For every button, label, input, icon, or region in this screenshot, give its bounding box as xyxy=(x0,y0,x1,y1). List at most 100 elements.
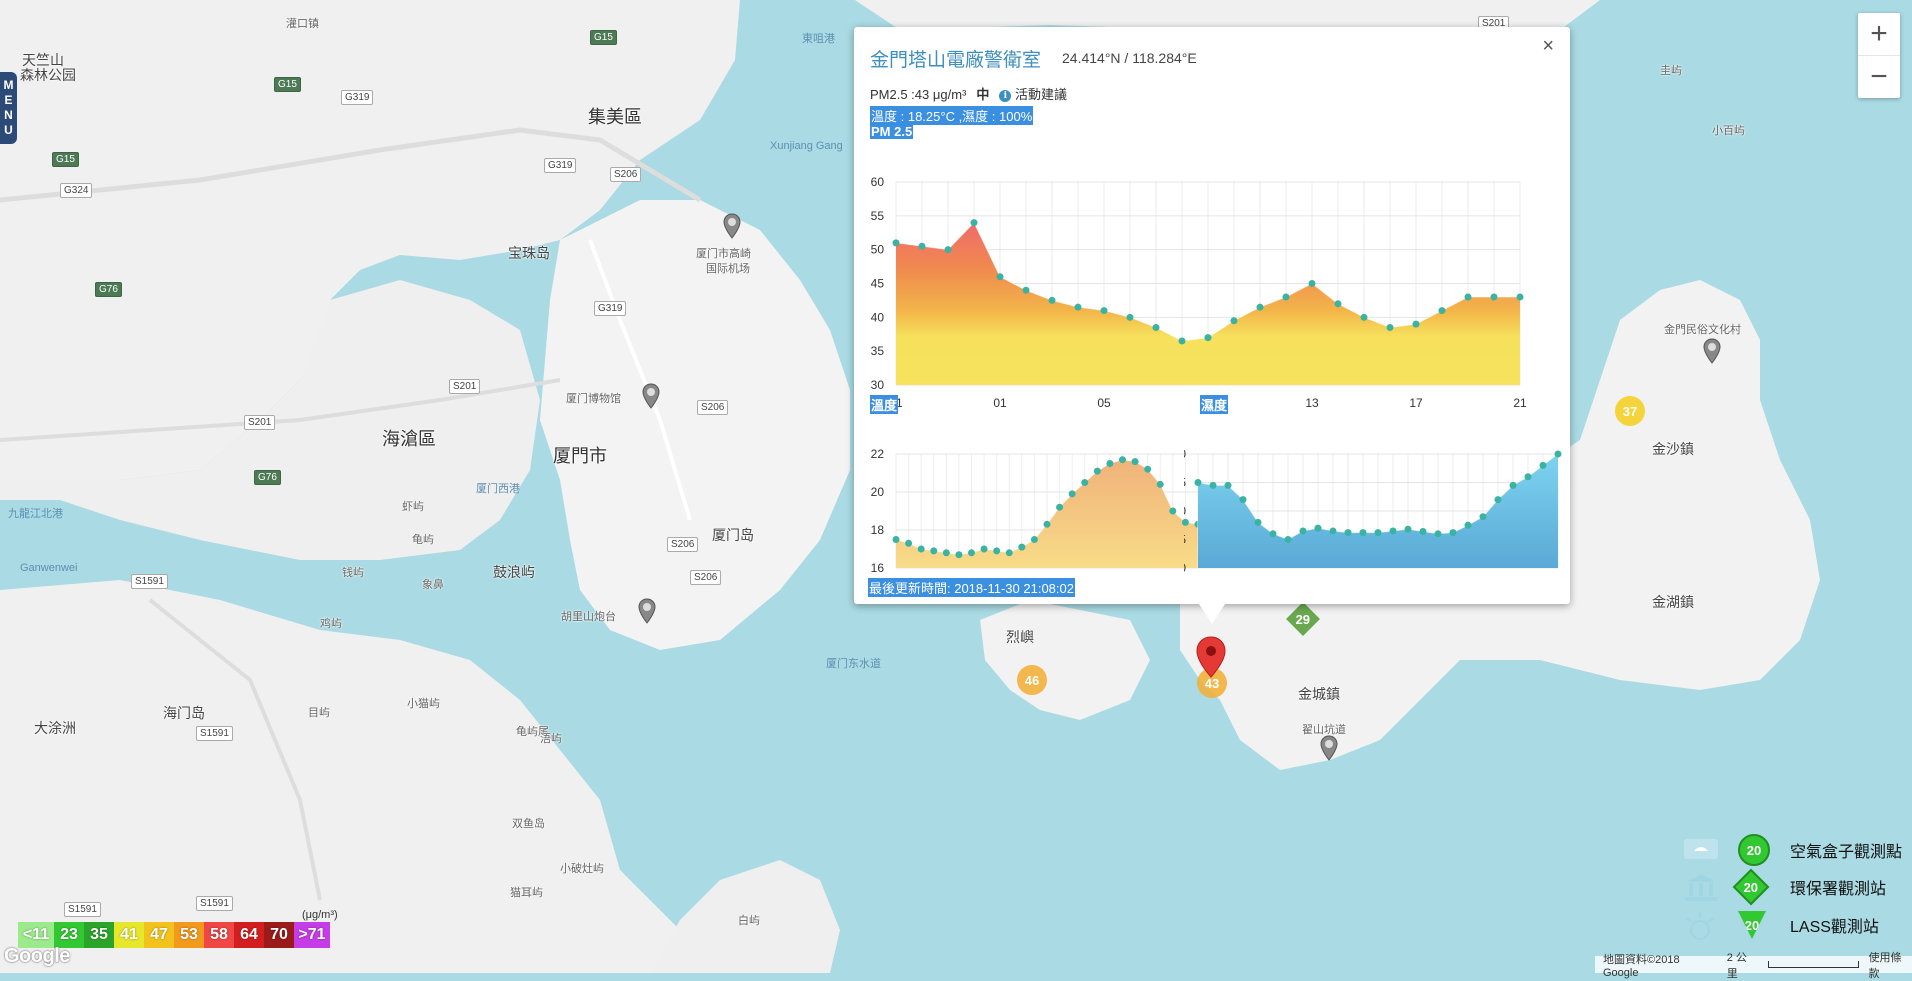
data-point xyxy=(1048,296,1056,304)
road-shield: G319 xyxy=(341,90,374,105)
data-point xyxy=(1464,521,1472,529)
station-pin-icon[interactable] xyxy=(1703,338,1721,364)
place-label: 目屿 xyxy=(308,707,330,719)
data-point xyxy=(1360,313,1368,321)
road-shield: S206 xyxy=(697,400,729,415)
road-shield: G15 xyxy=(590,30,617,45)
data-point xyxy=(1314,524,1322,532)
place-label: 厦门博物馆 xyxy=(566,393,621,405)
place-label: 宝珠岛 xyxy=(508,245,550,261)
y-tick-label: 95 xyxy=(1184,476,1186,490)
road-shield: S206 xyxy=(610,167,642,182)
terms-link[interactable]: 使用條款 xyxy=(1868,951,1902,980)
place-label: 龟屿 xyxy=(412,534,434,546)
place-label: 小百屿 xyxy=(1712,125,1745,137)
road-shield: S201 xyxy=(449,379,481,394)
road-shield: G319 xyxy=(594,301,627,316)
legend-marker: 20 xyxy=(1738,834,1770,866)
station-pin-icon[interactable] xyxy=(1320,735,1338,761)
place-label: 集美區 xyxy=(588,107,642,127)
scale-swatch: 41 xyxy=(114,922,144,948)
data-point xyxy=(1386,323,1394,331)
activity-advice-link[interactable]: i 活動建議 xyxy=(999,87,1067,102)
data-point xyxy=(1119,456,1126,464)
data-point xyxy=(1093,467,1101,475)
data-point xyxy=(1412,320,1420,328)
airbox-station-marker[interactable]: 46 xyxy=(1017,665,1047,695)
data-point xyxy=(1081,479,1089,486)
water-label: Ganwenwei xyxy=(20,562,78,574)
legend-marker: 20 xyxy=(1732,868,1770,906)
data-point xyxy=(955,551,963,559)
pm25-chart: 3035404550556021010509131721 xyxy=(871,175,1527,410)
road-shield: S201 xyxy=(244,415,276,430)
place-label: 翟山坑道 xyxy=(1302,724,1346,736)
station-pin-icon[interactable] xyxy=(638,598,656,624)
selected-location-marker-icon[interactable] xyxy=(1196,636,1226,678)
legend-row: 20 環保署觀測站 xyxy=(1680,868,1886,906)
zoom-divider xyxy=(1858,55,1900,56)
road-shield: G15 xyxy=(52,152,79,167)
data-point xyxy=(1043,520,1051,528)
legend-marker-value: 20 xyxy=(1746,842,1762,858)
data-point xyxy=(1329,527,1337,535)
water-label: 厦门东水道 xyxy=(826,658,881,670)
data-point xyxy=(1152,323,1160,331)
data-point xyxy=(1068,490,1076,498)
place-label: 灌口镇 xyxy=(286,18,319,30)
zoom-in-button[interactable]: + xyxy=(1870,17,1888,50)
data-point xyxy=(892,239,900,247)
y-tick-label: 22 xyxy=(871,447,885,461)
data-point xyxy=(980,545,988,553)
place-label: 小猫屿 xyxy=(407,698,440,710)
place-label: 厦門市 xyxy=(553,446,607,466)
airbox-station-marker[interactable]: 37 xyxy=(1615,396,1645,426)
legend-marker-value: 20 xyxy=(1743,879,1759,895)
menu-letter: N xyxy=(4,108,13,122)
place-label: 金湖鎮 xyxy=(1652,594,1694,610)
legend-row: 20 空氣盒子觀測點 xyxy=(1680,833,1902,867)
data-point xyxy=(1269,530,1277,538)
data-point xyxy=(1282,293,1290,301)
place-label: 烈嶼 xyxy=(1006,629,1034,645)
water-label: 東咀港 xyxy=(802,33,835,45)
data-point xyxy=(1494,496,1502,504)
epa-station-value: 29 xyxy=(1295,611,1311,627)
zoom-controls: + − xyxy=(1858,13,1900,98)
data-point xyxy=(918,242,926,250)
place-label: 龟屿尾 xyxy=(516,726,549,738)
data-point xyxy=(1178,337,1186,345)
series-area xyxy=(896,459,1198,568)
data-point xyxy=(1106,460,1114,467)
station-pin-icon[interactable] xyxy=(642,383,660,409)
legend-label: 空氣盒子觀測點 xyxy=(1790,844,1903,861)
data-point xyxy=(1126,313,1134,321)
y-tick-label: 20 xyxy=(871,485,885,499)
data-point xyxy=(1419,528,1427,536)
x-tick-label: 17 xyxy=(1409,396,1423,410)
place-label: 鸡屿 xyxy=(320,618,342,630)
place-label: 鼓浪屿 xyxy=(493,564,535,580)
data-point xyxy=(1479,513,1487,521)
airbox-icon xyxy=(1684,839,1718,859)
data-point xyxy=(1056,503,1064,511)
place-label: 海滄區 xyxy=(382,429,436,449)
water-label: 厦门西港 xyxy=(476,483,520,495)
data-point xyxy=(1209,481,1217,489)
scale-swatch: 53 xyxy=(174,922,204,948)
data-point xyxy=(1464,293,1472,301)
station-pin-icon[interactable] xyxy=(723,213,741,239)
road-shield: S206 xyxy=(690,570,722,585)
y-tick-label: 80 xyxy=(1184,561,1186,572)
data-point xyxy=(892,536,900,543)
epa-icon xyxy=(1685,874,1717,901)
zoom-out-button[interactable]: − xyxy=(1870,60,1888,93)
close-icon[interactable]: × xyxy=(1542,35,1554,57)
data-point xyxy=(1100,307,1108,315)
pm-chart-label: PM 2.5 xyxy=(870,124,914,139)
google-logo: Google xyxy=(4,945,70,967)
place-label: 金門民俗文化村 xyxy=(1664,324,1741,336)
data-point xyxy=(1490,293,1498,301)
menu-letter: U xyxy=(4,123,13,137)
